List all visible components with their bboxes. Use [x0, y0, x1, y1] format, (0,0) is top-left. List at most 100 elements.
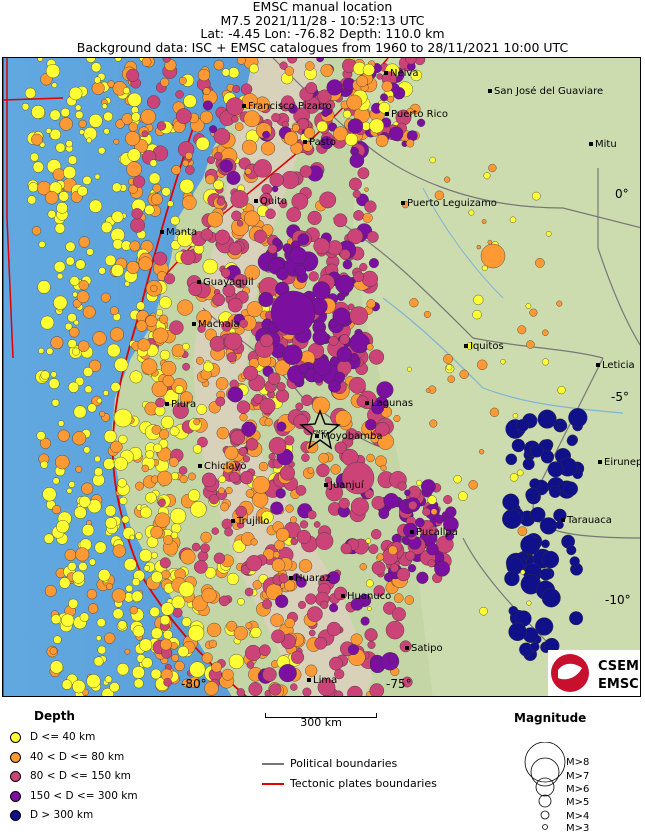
quake-marker	[94, 173, 101, 180]
quake-marker	[126, 68, 140, 82]
quake-marker	[160, 614, 171, 626]
depth-legend-row: D > 300 km	[10, 807, 93, 823]
quake-marker	[73, 319, 80, 326]
quake-marker	[529, 308, 538, 317]
quake-marker	[298, 600, 307, 609]
quake-marker	[566, 435, 578, 447]
quake-marker	[75, 104, 82, 111]
quake-marker	[68, 327, 80, 338]
quake-marker	[213, 128, 231, 145]
river	[382, 297, 624, 414]
quake-marker	[162, 629, 173, 640]
quake-marker	[78, 562, 88, 572]
quake-marker	[86, 248, 94, 256]
quake-marker	[68, 381, 80, 393]
seismicity-map[interactable]: EMSC Neiva San José del Guaviare Francisco…	[2, 57, 641, 697]
quake-marker	[260, 510, 274, 524]
quake-marker	[56, 520, 70, 534]
lon-label-80: -80°	[181, 677, 207, 691]
quake-marker	[86, 137, 92, 144]
quake-marker	[246, 661, 255, 669]
quake-marker	[270, 613, 284, 627]
quake-marker	[259, 333, 274, 348]
quake-marker	[47, 209, 56, 219]
quake-marker	[84, 385, 93, 394]
quake-marker	[349, 332, 370, 354]
quake-marker	[103, 458, 115, 470]
quake-marker	[347, 228, 364, 245]
quake-marker	[566, 545, 577, 556]
quake-marker	[57, 420, 65, 427]
quake-marker	[569, 556, 580, 567]
quake-marker	[274, 539, 285, 551]
quake-marker	[404, 489, 411, 496]
quake-marker	[28, 182, 39, 193]
depth-swatch	[10, 790, 21, 802]
city-marker	[410, 530, 414, 534]
quake-marker	[163, 678, 172, 687]
quake-marker	[88, 113, 103, 128]
quake-marker	[542, 329, 549, 336]
quake-marker	[152, 183, 162, 193]
quake-marker	[68, 481, 76, 488]
quake-marker	[271, 185, 279, 193]
quake-marker	[163, 389, 180, 405]
scale-label: 300 km	[300, 716, 342, 729]
city-marker	[598, 460, 602, 464]
quake-marker	[150, 525, 164, 539]
quake-marker	[289, 246, 307, 265]
quake-marker	[94, 541, 107, 554]
quake-marker	[291, 192, 309, 210]
city-label: Manta	[166, 227, 197, 238]
quake-marker	[416, 571, 429, 584]
header-background: Background data: ISC + EMSC catalogues f…	[76, 39, 569, 55]
quake-marker	[113, 408, 133, 428]
lat-label-0: 0°	[615, 187, 629, 201]
quake-marker	[133, 678, 144, 689]
quake-marker	[563, 481, 578, 497]
quake-marker	[295, 485, 307, 496]
quake-marker	[334, 668, 345, 680]
quake-marker	[208, 494, 219, 505]
quake-marker	[275, 594, 289, 609]
quake-marker	[365, 538, 371, 544]
quake-marker	[243, 210, 260, 227]
quake-marker	[258, 291, 274, 308]
quake-marker	[278, 573, 289, 584]
quake-marker	[445, 506, 457, 518]
quake-marker	[307, 606, 323, 622]
city-label: Neiva	[390, 68, 418, 79]
quake-marker	[160, 638, 172, 651]
quake-marker	[42, 487, 57, 502]
city-marker	[385, 112, 389, 116]
quake-marker	[202, 258, 219, 275]
quake-marker	[230, 190, 249, 209]
quake-marker	[369, 683, 385, 696]
quake-marker	[371, 401, 385, 415]
quake-marker	[53, 295, 68, 310]
city-label: Tarauaca	[566, 515, 612, 526]
quake-marker	[508, 622, 527, 641]
quake-marker	[426, 542, 439, 556]
quake-marker	[205, 174, 216, 185]
quake-marker	[31, 133, 43, 146]
quake-marker	[417, 118, 426, 127]
quake-marker	[93, 76, 101, 84]
quake-marker	[214, 229, 230, 245]
quake-marker	[488, 163, 497, 173]
quake-marker	[489, 407, 500, 417]
quake-marker	[245, 489, 255, 498]
magnitude-label: M>5	[566, 797, 590, 808]
quake-marker	[145, 315, 158, 328]
quake-marker	[388, 545, 398, 555]
quake-marker	[327, 571, 341, 585]
quake-marker	[522, 458, 535, 471]
quake-marker	[138, 256, 153, 271]
quake-marker	[124, 648, 131, 655]
quake-marker	[243, 365, 259, 381]
quake-marker	[114, 357, 129, 372]
quake-marker	[330, 464, 341, 475]
quake-marker	[87, 403, 97, 413]
quake-marker	[359, 263, 368, 272]
quake-marker	[258, 461, 269, 472]
